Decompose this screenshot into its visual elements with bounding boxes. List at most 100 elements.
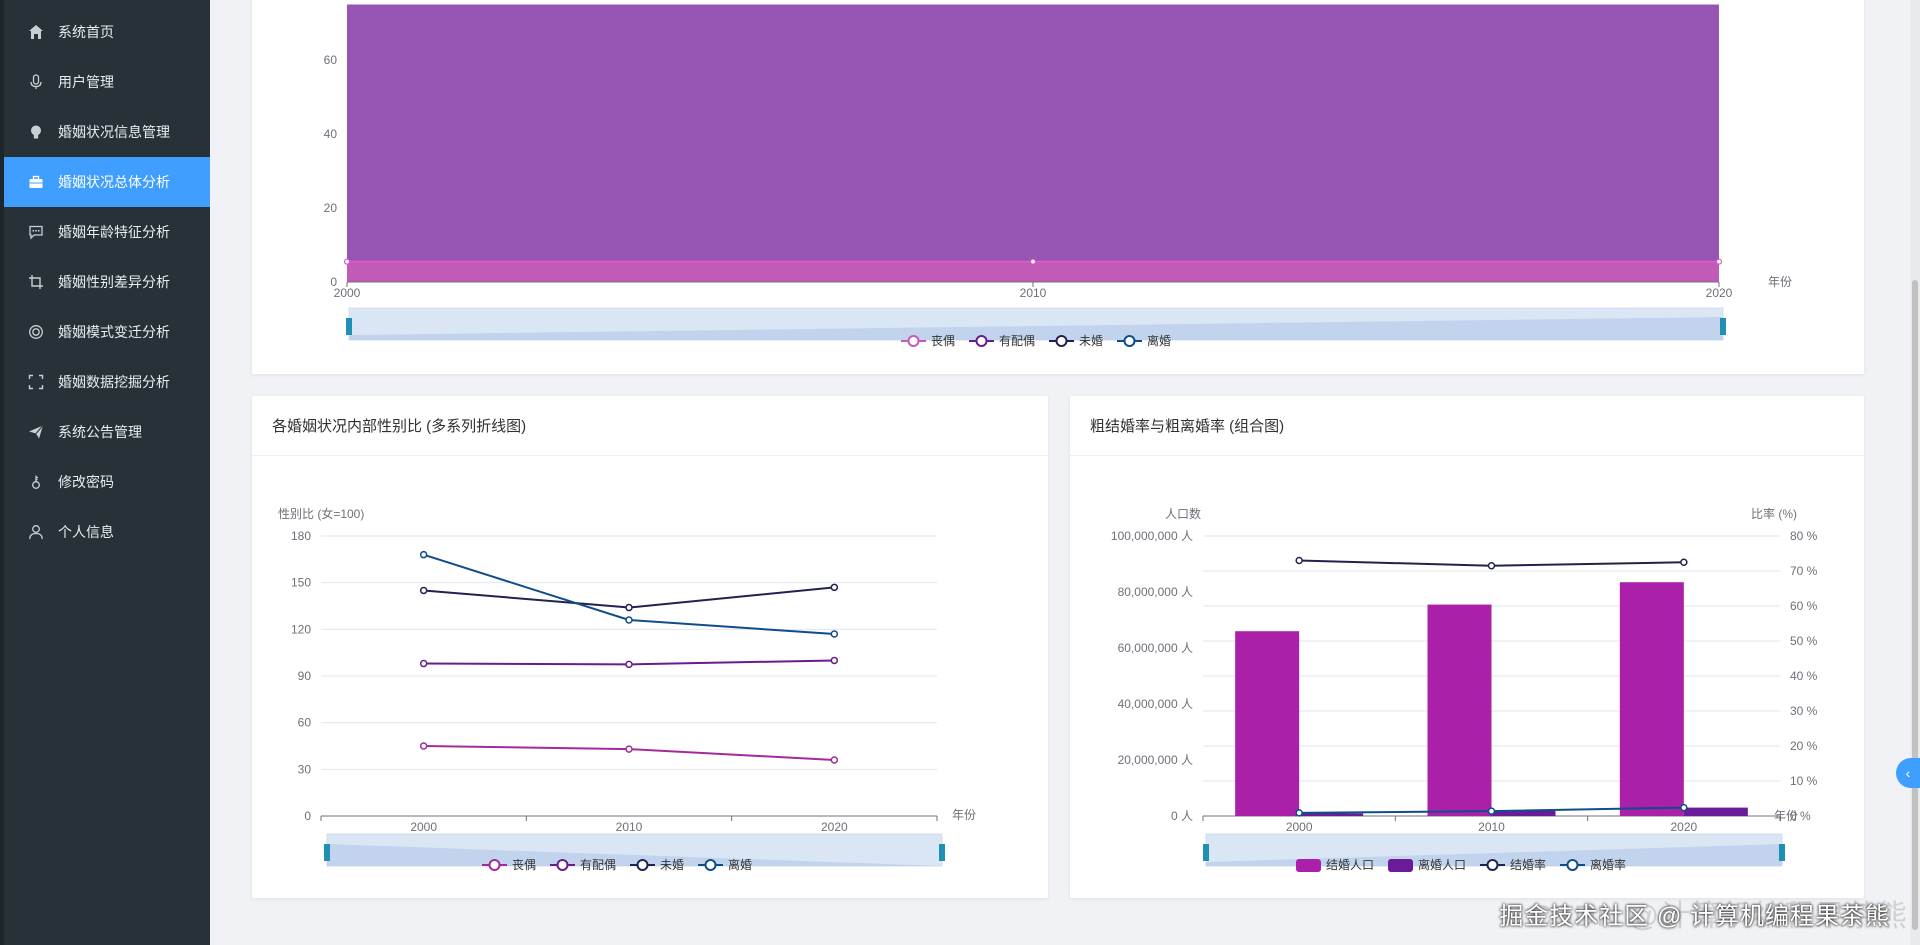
- combo-y-left-tick-label: 100,000,000 人: [1111, 529, 1193, 543]
- sidebar-item-users[interactable]: 用户管理: [4, 57, 210, 107]
- combo-chart-card: 粗结婚率与粗离婚率 (组合图) 人口数 比率 (%) 年份 0 人 20,000,…: [1070, 396, 1864, 898]
- combo-y-right-tick-label: 30 %: [1790, 704, 1818, 718]
- combo-y-right-tick-label: 80 %: [1790, 529, 1818, 543]
- top-x-tick-label: 2010: [1020, 286, 1047, 300]
- line-point: [625, 616, 633, 624]
- legend-marker-3: [1123, 335, 1136, 347]
- legend-label: 结婚人口: [1326, 858, 1374, 872]
- sidebar-item-label: 系统首页: [58, 24, 114, 40]
- combo-x-tick-label: 2010: [1478, 820, 1505, 834]
- top-point: [343, 258, 351, 265]
- collapse-arrow-button[interactable]: ‹: [1896, 758, 1920, 788]
- line-datazoom-right-handle[interactable]: [939, 844, 945, 861]
- legend-marker-2: [1055, 335, 1068, 347]
- combo-x-tick-label: 2000: [1286, 820, 1313, 834]
- line-y-tick-label: 90: [298, 669, 312, 683]
- line-y-tick-label: 30: [298, 762, 312, 776]
- top-y-tick-label: 0: [330, 275, 337, 289]
- combo-point: [1487, 807, 1496, 815]
- legend-marker-0: [488, 859, 501, 871]
- combo-y-right-tick-label: 0 %: [1790, 809, 1811, 823]
- top-datazoom[interactable]: [346, 307, 1726, 341]
- sidebar-item-data-mining[interactable]: 婚姻数据挖掘分析: [4, 357, 210, 407]
- combo-y-left-tick-label: 0 人: [1171, 809, 1193, 823]
- line-x-axis-name: 年份: [952, 808, 976, 822]
- sidebar-item-label: 婚姻状况信息管理: [58, 124, 170, 140]
- legend-marker-1: [556, 859, 569, 871]
- combo-bar-0: [1235, 631, 1300, 816]
- legend-label: 未婚: [1079, 334, 1103, 348]
- line-point: [830, 583, 839, 592]
- line-point: [830, 756, 839, 764]
- lightbulb-icon: [26, 122, 46, 142]
- send-icon: [26, 422, 46, 442]
- legend-label: 有配偶: [580, 858, 616, 872]
- combo-point: [1680, 803, 1688, 812]
- top-datazoom-left-handle[interactable]: [346, 318, 352, 335]
- key-icon: [26, 472, 46, 492]
- legend-marker-3: [1566, 859, 1579, 871]
- sidebar-item-label: 婚姻年龄特征分析: [58, 224, 170, 240]
- combo-datazoom-right-handle[interactable]: [1779, 844, 1785, 861]
- scrollbar-thumb[interactable]: [1912, 280, 1918, 930]
- legend-label: 结婚率: [1510, 857, 1546, 872]
- top-datazoom-right-handle[interactable]: [1720, 318, 1726, 335]
- legend-label: 离婚: [728, 857, 752, 872]
- crop-icon: [26, 272, 46, 292]
- line-y-tick-label: 180: [291, 529, 311, 543]
- combo-chart-title: 粗结婚率与粗离婚率 (组合图): [1070, 396, 1864, 456]
- line-point: [830, 656, 839, 665]
- line-x-tick-label: 2020: [821, 820, 848, 834]
- combo-x-tick-label: 2020: [1670, 820, 1697, 834]
- sidebar-item-label: 修改密码: [58, 474, 114, 490]
- sidebar-item-label: 婚姻数据挖掘分析: [58, 374, 170, 390]
- top-y-tick-label: 20: [324, 201, 338, 215]
- top-area-chart: 0 20 40 60 2000 2010 2020 年份 丧偶 有配偶 未婚 离婚: [324, 4, 1792, 348]
- sidebar-item-label: 婚姻状况总体分析: [58, 174, 170, 190]
- chevron-left-icon: ‹: [1905, 765, 1911, 781]
- sidebar-item-announcements[interactable]: 系统公告管理: [4, 407, 210, 457]
- top-point: [1029, 258, 1037, 265]
- line-y-tick-label: 60: [298, 716, 312, 730]
- sidebar-item-change-password[interactable]: 修改密码: [4, 457, 210, 507]
- sidebar-item-label: 用户管理: [58, 74, 114, 90]
- legend-swatch-1: [1388, 859, 1413, 872]
- watermark: CSDN @计算机编程果茶熊 掘金技术社区 @ 计算机编程果茶熊: [1499, 900, 1908, 933]
- line-y-tick-label: 150: [291, 576, 311, 590]
- top-x-tick-label: 2020: [1706, 286, 1733, 300]
- line-datazoom[interactable]: [324, 833, 945, 867]
- fullscreen-icon: [26, 372, 46, 392]
- combo-y-left-tick-label: 80,000,000 人: [1118, 585, 1193, 599]
- home-icon: [26, 22, 46, 42]
- sidebar-item-gender-analysis[interactable]: 婚姻性别差异分析: [4, 257, 210, 307]
- top-point: [1715, 258, 1723, 265]
- sidebar-item-label: 婚姻性别差异分析: [58, 274, 170, 290]
- sidebar-item-pattern-analysis[interactable]: 婚姻模式变迁分析: [4, 307, 210, 357]
- microphone-icon: [26, 72, 46, 92]
- line-chart-title: 各婚姻状况内部性别比 (多系列折线图): [252, 396, 1048, 456]
- combo-y-right-tick-label: 50 %: [1790, 634, 1818, 648]
- combo-y-right-tick-label: 40 %: [1790, 669, 1818, 683]
- line-point: [419, 586, 428, 595]
- legend-marker-0: [907, 335, 920, 347]
- sidebar-item-overall-analysis[interactable]: 婚姻状况总体分析: [4, 157, 210, 207]
- line-datazoom-left-handle[interactable]: [324, 844, 330, 861]
- line-y-tick-label: 120: [291, 622, 311, 636]
- legend-label: 离婚: [1147, 333, 1171, 348]
- legend-marker-2: [1486, 859, 1499, 871]
- legend-marker-1: [975, 335, 988, 347]
- sidebar-item-profile[interactable]: 个人信息: [4, 507, 210, 557]
- page-scrollbar[interactable]: [1910, 0, 1920, 945]
- sidebar-item-age-analysis[interactable]: 婚姻年龄特征分析: [4, 207, 210, 257]
- sidebar-item-marriage-info[interactable]: 婚姻状况信息管理: [4, 107, 210, 157]
- combo-y-right-tick-label: 70 %: [1790, 564, 1818, 578]
- combo-y-right-axis-name: 比率 (%): [1751, 506, 1797, 521]
- sidebar-item-home[interactable]: 系统首页: [4, 7, 210, 57]
- legend-label: 未婚: [660, 858, 684, 872]
- combo-y-left-tick-label: 60,000,000 人: [1118, 641, 1193, 655]
- top-x-tick-label: 2000: [334, 286, 361, 300]
- line-point: [419, 550, 428, 559]
- combo-legend: 结婚人口 离婚人口 结婚率 离婚率: [1296, 857, 1626, 872]
- combo-y-right-tick-label: 60 %: [1790, 599, 1818, 613]
- combo-datazoom-left-handle[interactable]: [1203, 844, 1209, 861]
